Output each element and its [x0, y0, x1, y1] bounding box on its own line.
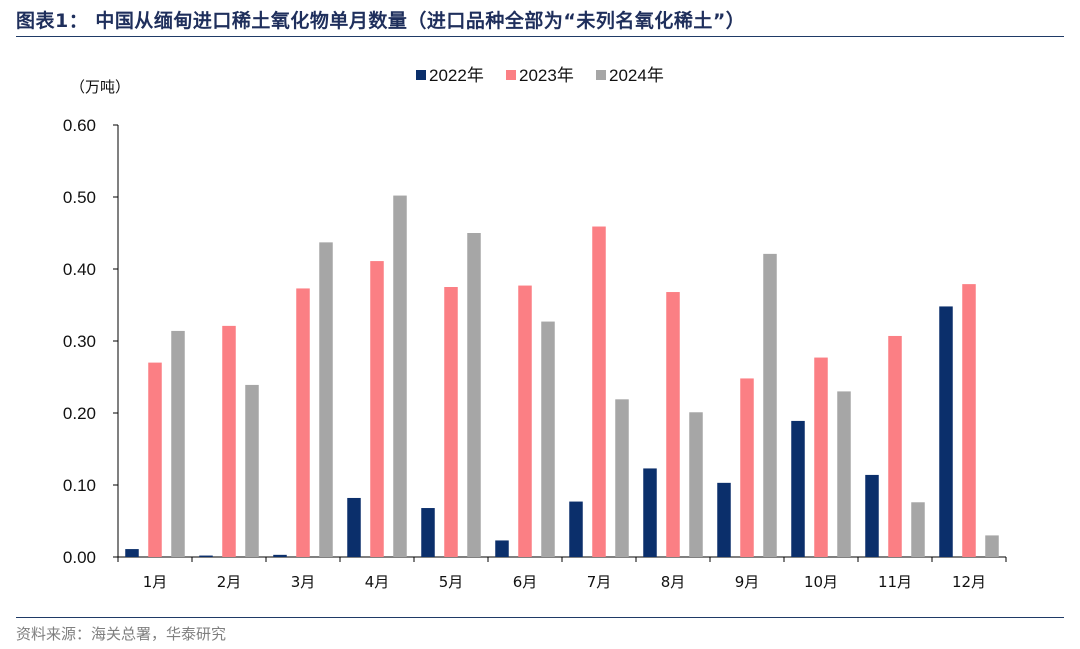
- bar-chart: 0.00 0.10 0.20 0.30 0.40 0.50 0.60 （万吨） 1月 2月 3月 4月…: [63, 66, 1007, 591]
- legend-label: 2023年: [519, 66, 574, 85]
- x-category-label: 2月: [217, 573, 242, 591]
- bar-2023年-6月: [518, 285, 532, 557]
- y-tick-label: 0.30: [63, 332, 96, 351]
- x-category-label: 11月: [878, 573, 912, 591]
- y-tick-label: 0.20: [63, 404, 96, 423]
- x-category-label: 5月: [439, 573, 464, 591]
- x-category-label: 9月: [735, 573, 760, 591]
- x-category-label: 6月: [513, 573, 538, 591]
- bar-2022年-9月: [717, 482, 731, 557]
- legend-label: 2024年: [609, 66, 664, 85]
- bar-2023年-3月: [296, 288, 310, 557]
- x-category-label: 12月: [952, 573, 986, 591]
- bar-2022年-2月: [199, 555, 213, 557]
- legend-label: 2022年: [429, 66, 484, 85]
- bar-2022年-12月: [939, 306, 953, 557]
- chart-title: 图表1： 中国从缅甸进口稀土氧化物单月数量（进口品种全部为“未列名氧化稀土”）: [16, 10, 746, 32]
- bar-2023年-10月: [814, 357, 828, 557]
- bar-2023年-9月: [740, 378, 754, 557]
- bar-2022年-4月: [347, 497, 361, 557]
- bar-2023年-8月: [666, 292, 680, 557]
- bar-2022年-3月: [273, 554, 287, 557]
- y-unit-label: （万吨）: [70, 78, 130, 96]
- bar-2023年-7月: [592, 226, 606, 557]
- y-tick-label: 0.40: [63, 260, 96, 279]
- bar-2022年-11月: [865, 474, 879, 557]
- bar-2023年-11月: [888, 335, 902, 557]
- bar-2024年-2月: [245, 384, 259, 557]
- bar-2024年-11月: [911, 502, 925, 557]
- bar-2022年-5月: [421, 508, 435, 557]
- bar-2023年-5月: [444, 287, 458, 557]
- bar-2024年-3月: [319, 242, 333, 558]
- bar-2022年-8月: [643, 468, 657, 557]
- bar-2023年-4月: [370, 261, 384, 557]
- y-tick-label: 0.50: [63, 188, 96, 207]
- footer-divider: [16, 617, 1064, 618]
- y-tick-label: 0.10: [63, 476, 96, 495]
- bar-2024年-5月: [467, 233, 481, 557]
- x-category-label: 7月: [587, 573, 612, 591]
- bar-2024年-7月: [615, 399, 629, 557]
- y-tick-label: 0.00: [63, 548, 96, 567]
- x-category-label: 3月: [291, 573, 316, 591]
- bar-2022年-1月: [125, 549, 139, 557]
- bar-2024年-12月: [985, 535, 999, 557]
- bar-2023年-12月: [962, 284, 976, 557]
- bar-2023年-1月: [148, 362, 162, 557]
- bar-2024年-8月: [689, 412, 703, 557]
- bar-2024年-4月: [393, 195, 407, 557]
- x-category-label: 10月: [804, 573, 838, 591]
- bar-2023年-2月: [222, 325, 236, 557]
- bar-2024年-1月: [171, 330, 185, 557]
- legend-swatch-2023年: [506, 70, 516, 80]
- legend-swatch-2022年: [416, 70, 426, 80]
- y-tick-label: 0.60: [63, 116, 96, 135]
- x-category-label: 4月: [365, 573, 390, 591]
- bar-2024年-10月: [837, 391, 851, 557]
- bar-2022年-10月: [791, 420, 805, 557]
- bar-2022年-6月: [495, 540, 509, 557]
- x-category-label: 1月: [143, 573, 168, 591]
- legend-swatch-2024年: [596, 70, 606, 80]
- bar-2022年-7月: [569, 501, 583, 557]
- bar-2024年-6月: [541, 321, 555, 557]
- source-note: 资料来源：海关总署，华泰研究: [16, 625, 227, 643]
- bar-2024年-9月: [763, 253, 777, 557]
- x-category-label: 8月: [661, 573, 686, 591]
- title-divider: [16, 36, 1064, 37]
